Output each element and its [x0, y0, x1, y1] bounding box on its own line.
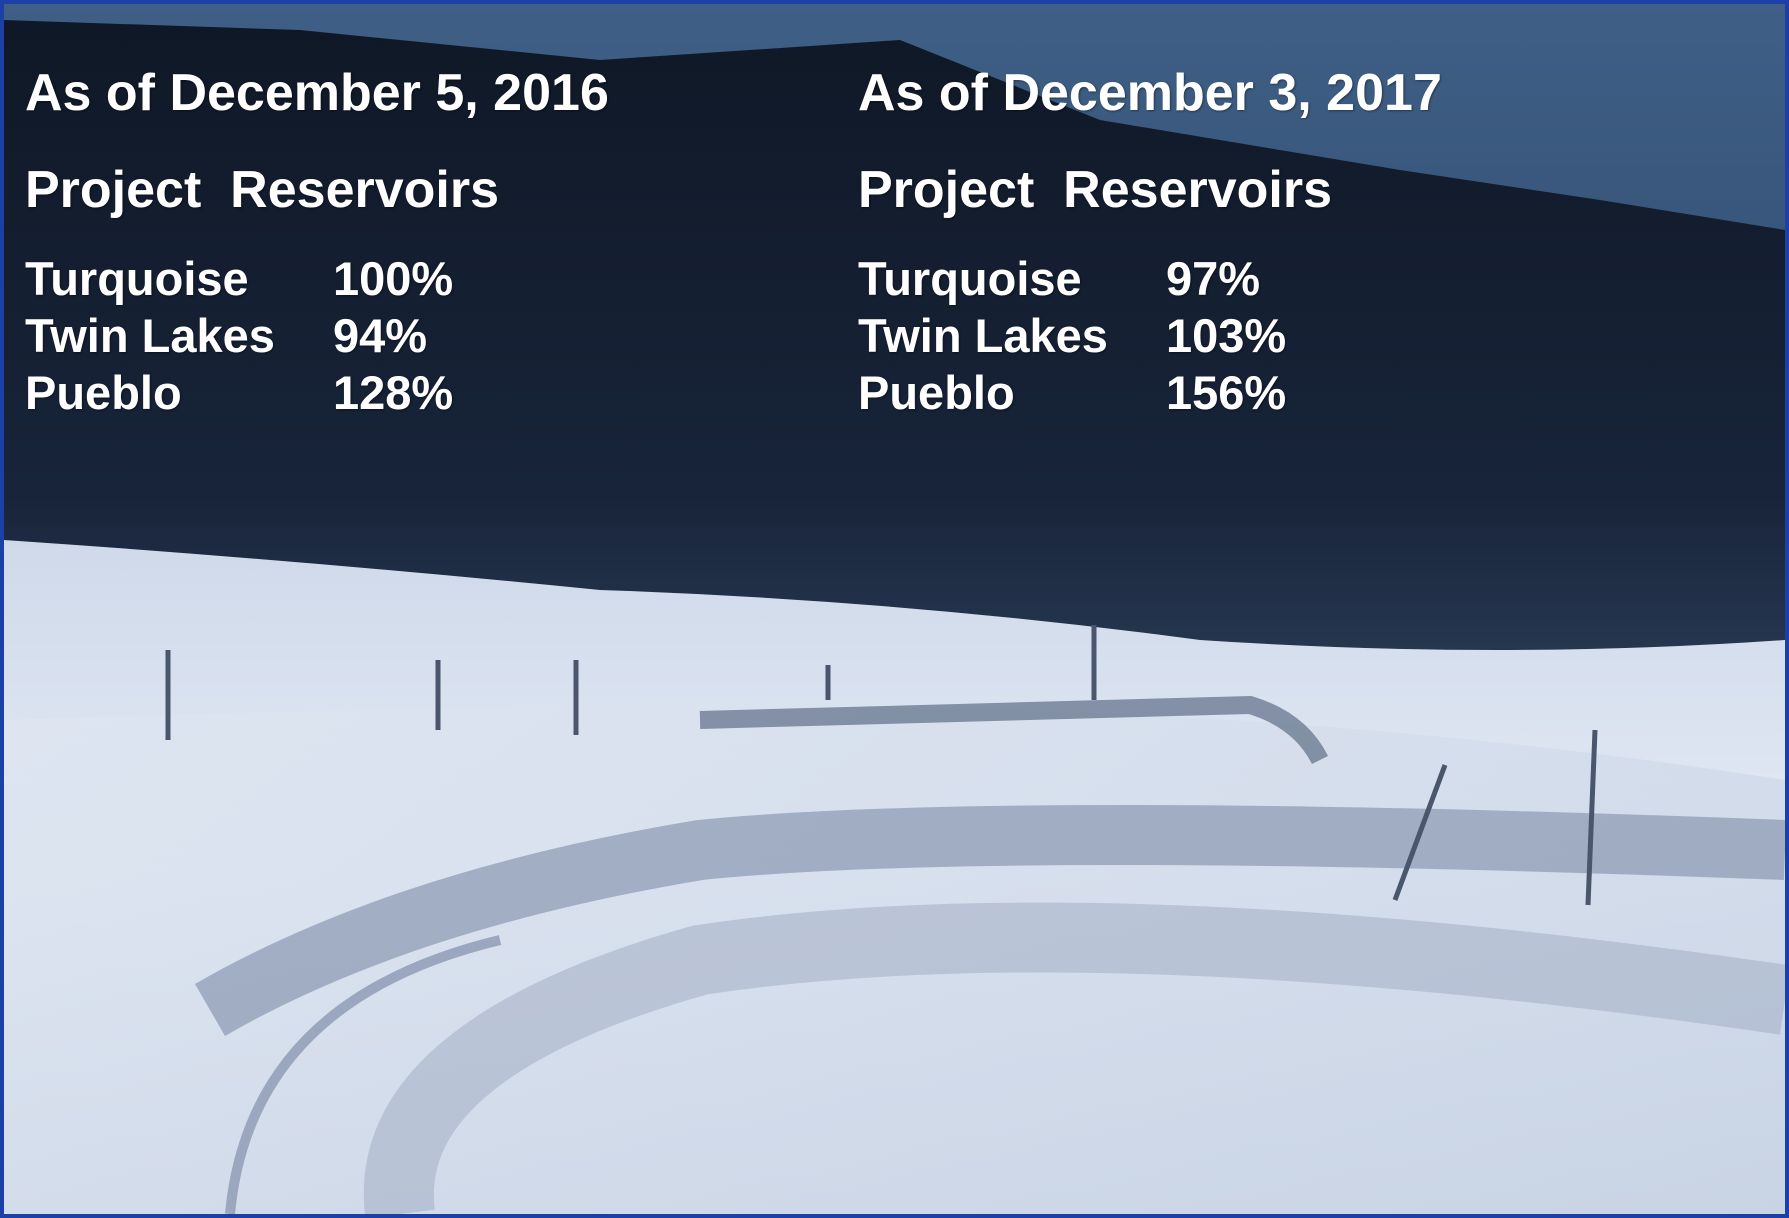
reservoir-name: Twin Lakes — [858, 312, 1108, 359]
section-heading: Project Reservoirs — [25, 164, 499, 216]
reservoir-percent: 128% — [333, 369, 453, 416]
reservoir-name: Pueblo — [25, 369, 182, 416]
date-heading: As of December 3, 2017 — [858, 67, 1442, 119]
date-heading: As of December 5, 2016 — [25, 67, 609, 119]
reservoir-percent: 97% — [1166, 255, 1260, 302]
reservoir-percent: 94% — [333, 312, 427, 359]
reservoir-percent: 100% — [333, 255, 453, 302]
reservoir-percent: 156% — [1166, 369, 1286, 416]
reservoir-name: Pueblo — [858, 369, 1015, 416]
slide: As of December 5, 2016 Project Reservoirs… — [0, 0, 1789, 1218]
reservoir-name: Turquoise — [858, 255, 1082, 302]
section-heading: Project Reservoirs — [858, 164, 1332, 216]
reservoir-percent: 103% — [1166, 312, 1286, 359]
reservoir-name: Turquoise — [25, 255, 249, 302]
reservoir-name: Twin Lakes — [25, 312, 275, 359]
